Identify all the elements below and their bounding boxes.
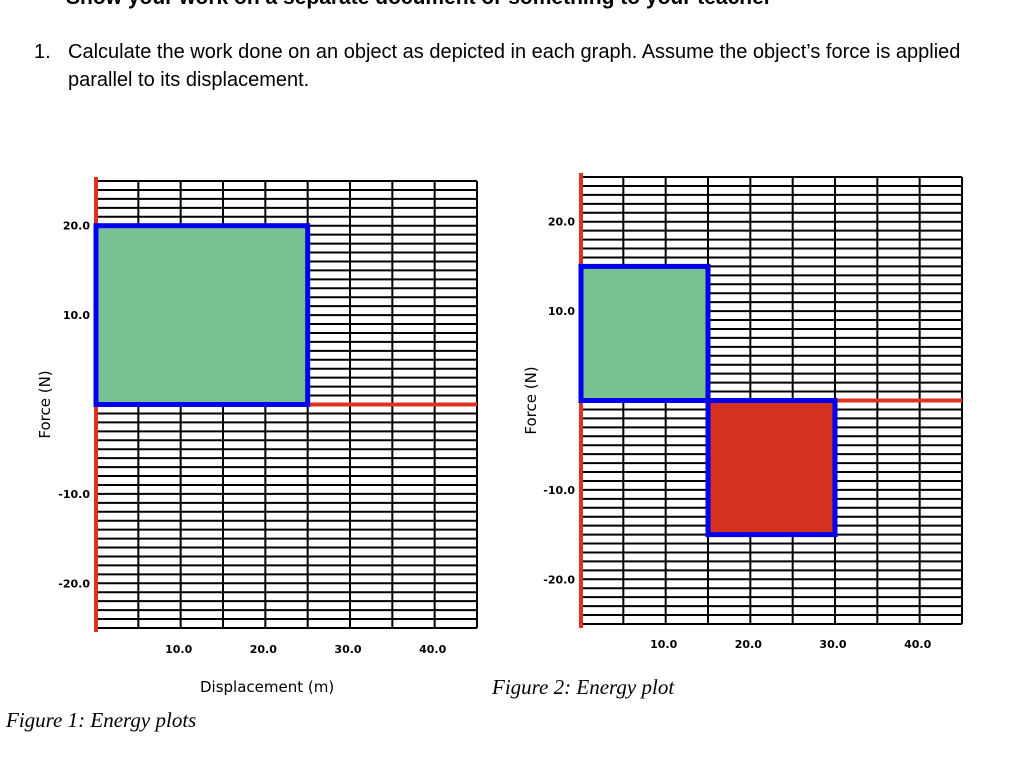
chart2-region-1-outline <box>705 398 838 538</box>
figure2-caption: Figure 2: Energy plot <box>492 675 675 699</box>
chart2-y-tick-label: 10.0 <box>548 305 575 318</box>
chart1-x-tick-label: 30.0 <box>334 643 361 656</box>
chart2-x-tick-label: 30.0 <box>819 638 846 651</box>
chart1-region-0-outline <box>93 223 311 407</box>
chart1-y-axis-label: Force (N) <box>36 370 54 438</box>
chart1-group: 10.0 20.0 30.0 40.0 20.0 10.0 -10.0 -20.0 Force … <box>36 177 478 656</box>
chart1-x-tick-label: 10.0 <box>165 643 192 656</box>
chart1-y-tick-label: 10.0 <box>63 309 90 322</box>
chart2-y-tick-label: -20.0 <box>543 573 575 586</box>
chart2-region-0-outline <box>578 263 711 403</box>
chart2-x-tick-label: 10.0 <box>650 638 677 651</box>
chart2-x-tick-label: 40.0 <box>904 638 931 651</box>
chart1-y-tick-label: -20.0 <box>58 577 90 590</box>
question-text: Calculate the work done on an object as … <box>68 41 961 91</box>
chart2-region-1-fill <box>708 400 835 535</box>
chart1-y-tick-label: -10.0 <box>58 488 90 501</box>
chart2-x-tick-label: 20.0 <box>735 638 762 651</box>
chart1-region-0-fill <box>96 225 308 405</box>
chart2-region-0-fill <box>581 266 708 401</box>
chart2-group: 10.0 20.0 30.0 40.0 20.0 10.0 -10.0 -20.0 Force … <box>522 173 963 651</box>
chart2-y-tick-label: -10.0 <box>543 484 575 497</box>
chart2-y-axis-label: Force (N) <box>522 366 540 434</box>
chart1-x-tick-label: 40.0 <box>419 643 446 656</box>
chart2-y-tick-label: 20.0 <box>548 216 575 229</box>
figure1-caption: Figure 1: Energy plots <box>6 708 197 732</box>
chart1-x-tick-label: 20.0 <box>250 643 277 656</box>
chart1-x-axis-label: Displacement (m) <box>200 678 335 696</box>
question-number: 1. <box>34 41 51 63</box>
chart1-y-tick-label: 20.0 <box>63 220 90 233</box>
heading-fragment: Show your work on a separate document or… <box>66 0 966 10</box>
